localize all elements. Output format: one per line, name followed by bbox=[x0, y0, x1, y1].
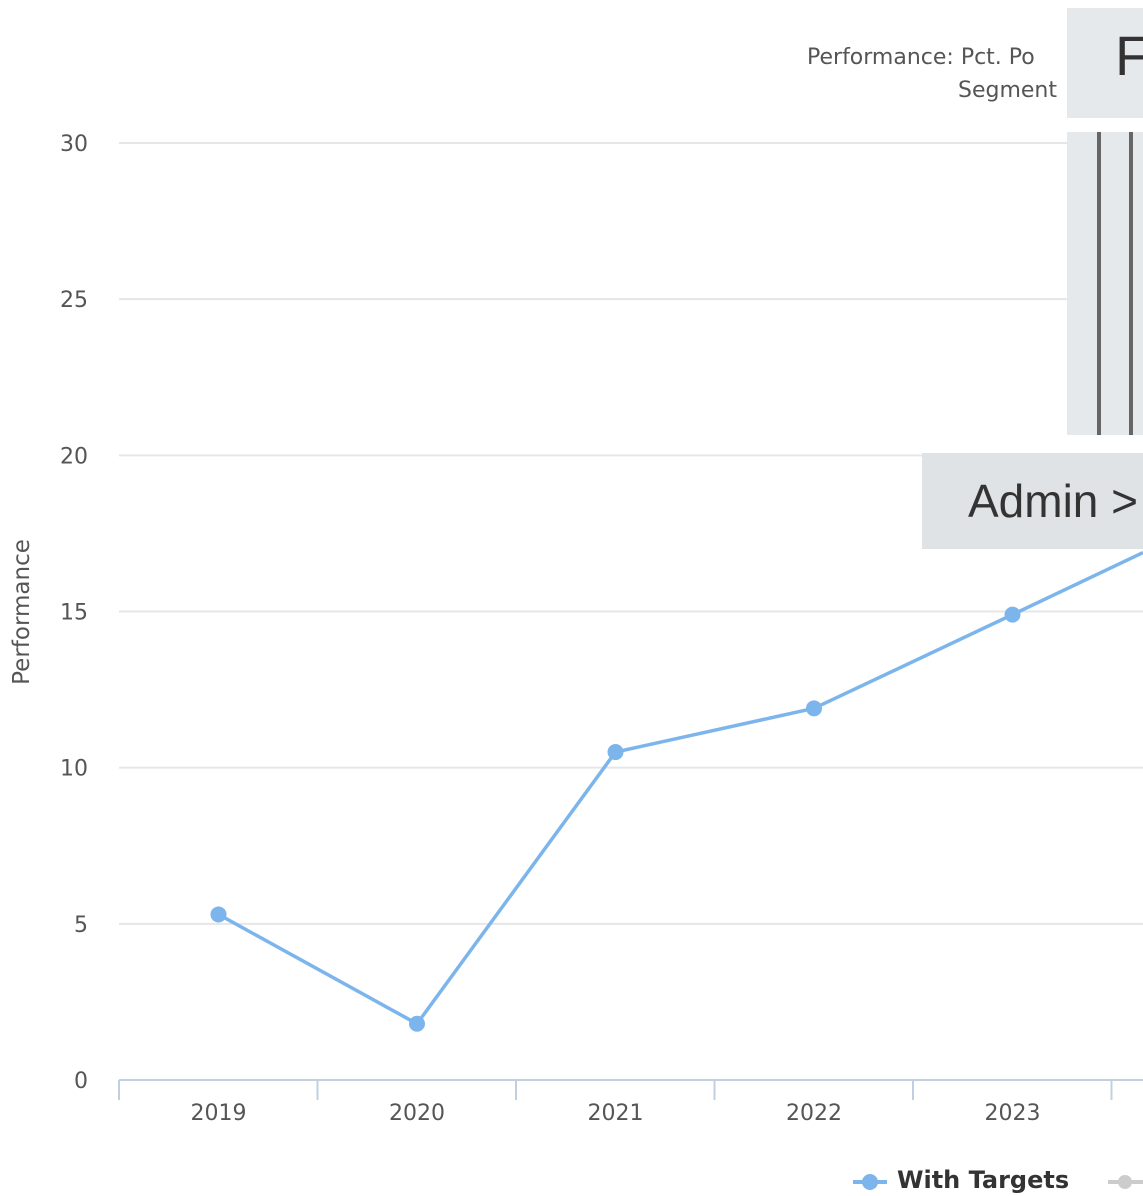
y-tick-label-0: 0 bbox=[74, 1069, 88, 1094]
x-tick-label-2022: 2022 bbox=[786, 1101, 842, 1126]
x-tick-label-2019: 2019 bbox=[191, 1101, 247, 1126]
legend-marker-hidden-series bbox=[1118, 1175, 1132, 1189]
overlay-divider-left bbox=[1097, 132, 1101, 435]
data-point-2019 bbox=[210, 906, 227, 923]
legend-markers bbox=[853, 1174, 1143, 1190]
overlay-panel-letter: F bbox=[1115, 24, 1143, 87]
data-point-2022 bbox=[806, 700, 822, 717]
x-tick-label-2020: 2020 bbox=[389, 1101, 445, 1126]
legend-marker-with-targets bbox=[862, 1174, 878, 1190]
y-tick-label-30: 30 bbox=[60, 132, 88, 157]
data-point-2021 bbox=[607, 744, 624, 761]
y-axis-ticks: 0 5 10 15 20 25 30 bbox=[60, 132, 88, 1094]
series-line-continuation bbox=[1011, 551, 1143, 617]
data-point-2023 bbox=[1004, 606, 1021, 623]
chart-title-line-2: Segment bbox=[958, 78, 1057, 103]
y-tick-label-20: 20 bbox=[60, 444, 88, 469]
y-tick-label-25: 25 bbox=[60, 288, 88, 313]
data-point-2020 bbox=[409, 1015, 425, 1032]
chart-title-line-1: Performance: Pct. Po bbox=[807, 45, 1035, 70]
series-line-0 bbox=[217, 613, 1014, 1026]
overlay-header-panel bbox=[1067, 8, 1143, 118]
x-tick-label-2021: 2021 bbox=[588, 1101, 644, 1126]
x-axis: 2019 2020 2021 2022 2023 bbox=[118, 1079, 1143, 1126]
grid-lines bbox=[119, 142, 1143, 925]
y-tick-label-5: 5 bbox=[74, 913, 88, 938]
overlay-divider-right bbox=[1129, 132, 1133, 435]
x-tick-label-2023: 2023 bbox=[985, 1101, 1041, 1126]
y-axis-label: Performance bbox=[9, 539, 35, 685]
y-tick-label-15: 15 bbox=[60, 601, 88, 626]
admin-breadcrumb[interactable]: Admin > bbox=[922, 453, 1143, 549]
y-tick-label-10: 10 bbox=[60, 757, 88, 782]
series-with-targets bbox=[210, 551, 1143, 1032]
legend-label-with-targets[interactable]: With Targets bbox=[897, 1166, 1070, 1194]
overlay-side-panel bbox=[1067, 132, 1143, 435]
